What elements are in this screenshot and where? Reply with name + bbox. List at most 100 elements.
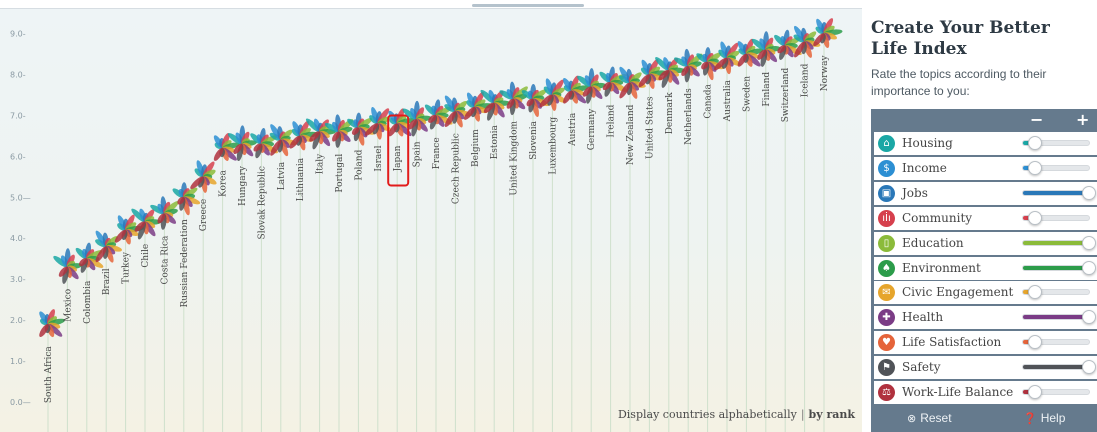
country-label[interactable]: Iceland xyxy=(801,63,811,97)
country-flower[interactable] xyxy=(576,68,607,104)
country-label[interactable]: United States xyxy=(645,96,655,159)
country-label[interactable]: Russian Federation xyxy=(180,219,190,307)
country-label[interactable]: Colombia xyxy=(83,280,93,324)
country-flower[interactable] xyxy=(736,38,764,68)
country-label[interactable]: Turkey xyxy=(122,251,132,284)
country-flower[interactable] xyxy=(520,83,550,118)
slider-knob[interactable] xyxy=(1082,310,1096,325)
country-label[interactable]: Italy xyxy=(316,153,326,174)
country-flower[interactable] xyxy=(113,213,145,245)
country-label[interactable]: Portugal xyxy=(335,154,345,193)
country-flower[interactable] xyxy=(811,17,843,49)
country-label[interactable]: Slovenia xyxy=(529,120,539,160)
country-flower[interactable] xyxy=(561,75,589,105)
country-flower[interactable] xyxy=(637,58,668,90)
topic-slider[interactable] xyxy=(1022,136,1090,150)
country-label[interactable]: France xyxy=(432,137,442,169)
country-label[interactable]: Finland xyxy=(762,72,772,107)
slider-knob[interactable] xyxy=(1082,185,1096,200)
country-label[interactable]: Canada xyxy=(704,83,714,118)
country-flower[interactable] xyxy=(94,229,123,263)
country-label[interactable]: Hungary xyxy=(238,165,248,206)
country-label[interactable]: Chile xyxy=(141,244,151,268)
topic-slider[interactable] xyxy=(1022,335,1090,350)
country-flower[interactable] xyxy=(52,248,83,284)
country-label[interactable]: Greece xyxy=(199,199,209,232)
country-label[interactable]: Latvia xyxy=(277,161,287,190)
sort-by-rank-link[interactable]: by rank xyxy=(808,408,855,421)
country-label[interactable]: Mexico xyxy=(63,289,73,322)
country-label[interactable]: Belgium xyxy=(471,129,481,167)
country-flower[interactable] xyxy=(74,242,105,274)
country-flower[interactable] xyxy=(268,123,297,157)
country-label[interactable]: Czech Republic xyxy=(451,133,461,204)
country-flower[interactable] xyxy=(712,41,741,75)
slider-knob[interactable] xyxy=(1027,285,1042,300)
country-label[interactable]: Japan xyxy=(393,145,403,172)
country-label[interactable]: Poland xyxy=(354,149,364,180)
country-flower[interactable] xyxy=(498,81,529,116)
country-label[interactable]: Lithuania xyxy=(296,157,306,201)
country-label[interactable]: Germany xyxy=(587,108,597,151)
topic-slider[interactable] xyxy=(1022,235,1096,250)
topic-slider[interactable] xyxy=(1022,285,1090,300)
country-flower[interactable] xyxy=(750,31,781,67)
country-flower[interactable] xyxy=(538,77,567,111)
topic-slider[interactable] xyxy=(1022,260,1096,275)
petal xyxy=(638,74,650,88)
country-label[interactable]: South Africa xyxy=(44,346,54,404)
country-label[interactable]: Spain xyxy=(413,141,423,167)
topic-slider[interactable] xyxy=(1022,310,1096,325)
country-flower[interactable] xyxy=(226,125,257,162)
country-flower[interactable] xyxy=(618,65,647,99)
country-label[interactable]: Luxembourg xyxy=(548,117,558,175)
country-flower[interactable] xyxy=(304,117,336,150)
country-flower[interactable] xyxy=(598,66,629,98)
topic-slider[interactable] xyxy=(1022,160,1090,175)
help-button[interactable]: ❓ Help xyxy=(1023,411,1065,425)
country-label[interactable]: Switzerland xyxy=(781,68,791,123)
slider-knob[interactable] xyxy=(1082,235,1096,250)
topic-slider[interactable] xyxy=(1022,185,1096,200)
country-label[interactable]: Denmark xyxy=(665,92,675,135)
country-flower[interactable] xyxy=(387,107,415,137)
country-flower[interactable] xyxy=(171,182,201,216)
country-label[interactable]: Costa Rica xyxy=(160,235,170,284)
country-label[interactable]: Slovak Republic xyxy=(257,166,267,239)
country-label[interactable]: Sweden xyxy=(742,76,752,112)
country-label[interactable]: Korea xyxy=(219,169,229,197)
country-label[interactable]: Australia xyxy=(723,79,733,122)
country-flower[interactable] xyxy=(792,24,821,58)
country-flower[interactable] xyxy=(212,132,240,162)
country-label[interactable]: Estonia xyxy=(490,124,500,159)
country-label[interactable]: Ireland xyxy=(607,104,617,137)
slider-knob[interactable] xyxy=(1027,335,1042,350)
country-label[interactable]: Netherlands xyxy=(684,88,694,145)
country-flower[interactable] xyxy=(130,207,162,240)
sort-alphabetical-link[interactable]: Display countries alphabetically xyxy=(617,408,797,421)
slider-knob[interactable] xyxy=(1027,385,1042,399)
slider-knob[interactable] xyxy=(1027,160,1042,175)
country-label[interactable]: Israel xyxy=(374,145,384,171)
country-flower[interactable] xyxy=(346,112,376,147)
country-flower[interactable] xyxy=(189,159,218,193)
country-flower[interactable] xyxy=(401,100,432,137)
country-flower[interactable] xyxy=(324,114,355,148)
topic-slider[interactable] xyxy=(1022,385,1090,399)
country-label[interactable]: United Kingdom xyxy=(510,121,520,196)
topic-slider[interactable] xyxy=(1022,210,1090,225)
country-label[interactable]: Norway xyxy=(820,55,830,92)
reset-button[interactable]: ⊗ Reset xyxy=(907,411,952,425)
country-flower[interactable] xyxy=(38,308,66,338)
drag-handle[interactable] xyxy=(472,4,584,7)
slider-knob[interactable] xyxy=(1027,210,1042,225)
slider-knob[interactable] xyxy=(1027,136,1042,150)
country-flower[interactable] xyxy=(653,55,685,88)
country-label[interactable]: Brazil xyxy=(102,268,112,295)
country-flower[interactable] xyxy=(149,196,180,230)
slider-knob[interactable] xyxy=(1082,260,1096,275)
country-label[interactable]: Austria xyxy=(568,112,578,147)
country-label[interactable]: New Zealand xyxy=(626,104,636,165)
topic-slider[interactable] xyxy=(1022,360,1096,375)
slider-knob[interactable] xyxy=(1082,360,1096,375)
